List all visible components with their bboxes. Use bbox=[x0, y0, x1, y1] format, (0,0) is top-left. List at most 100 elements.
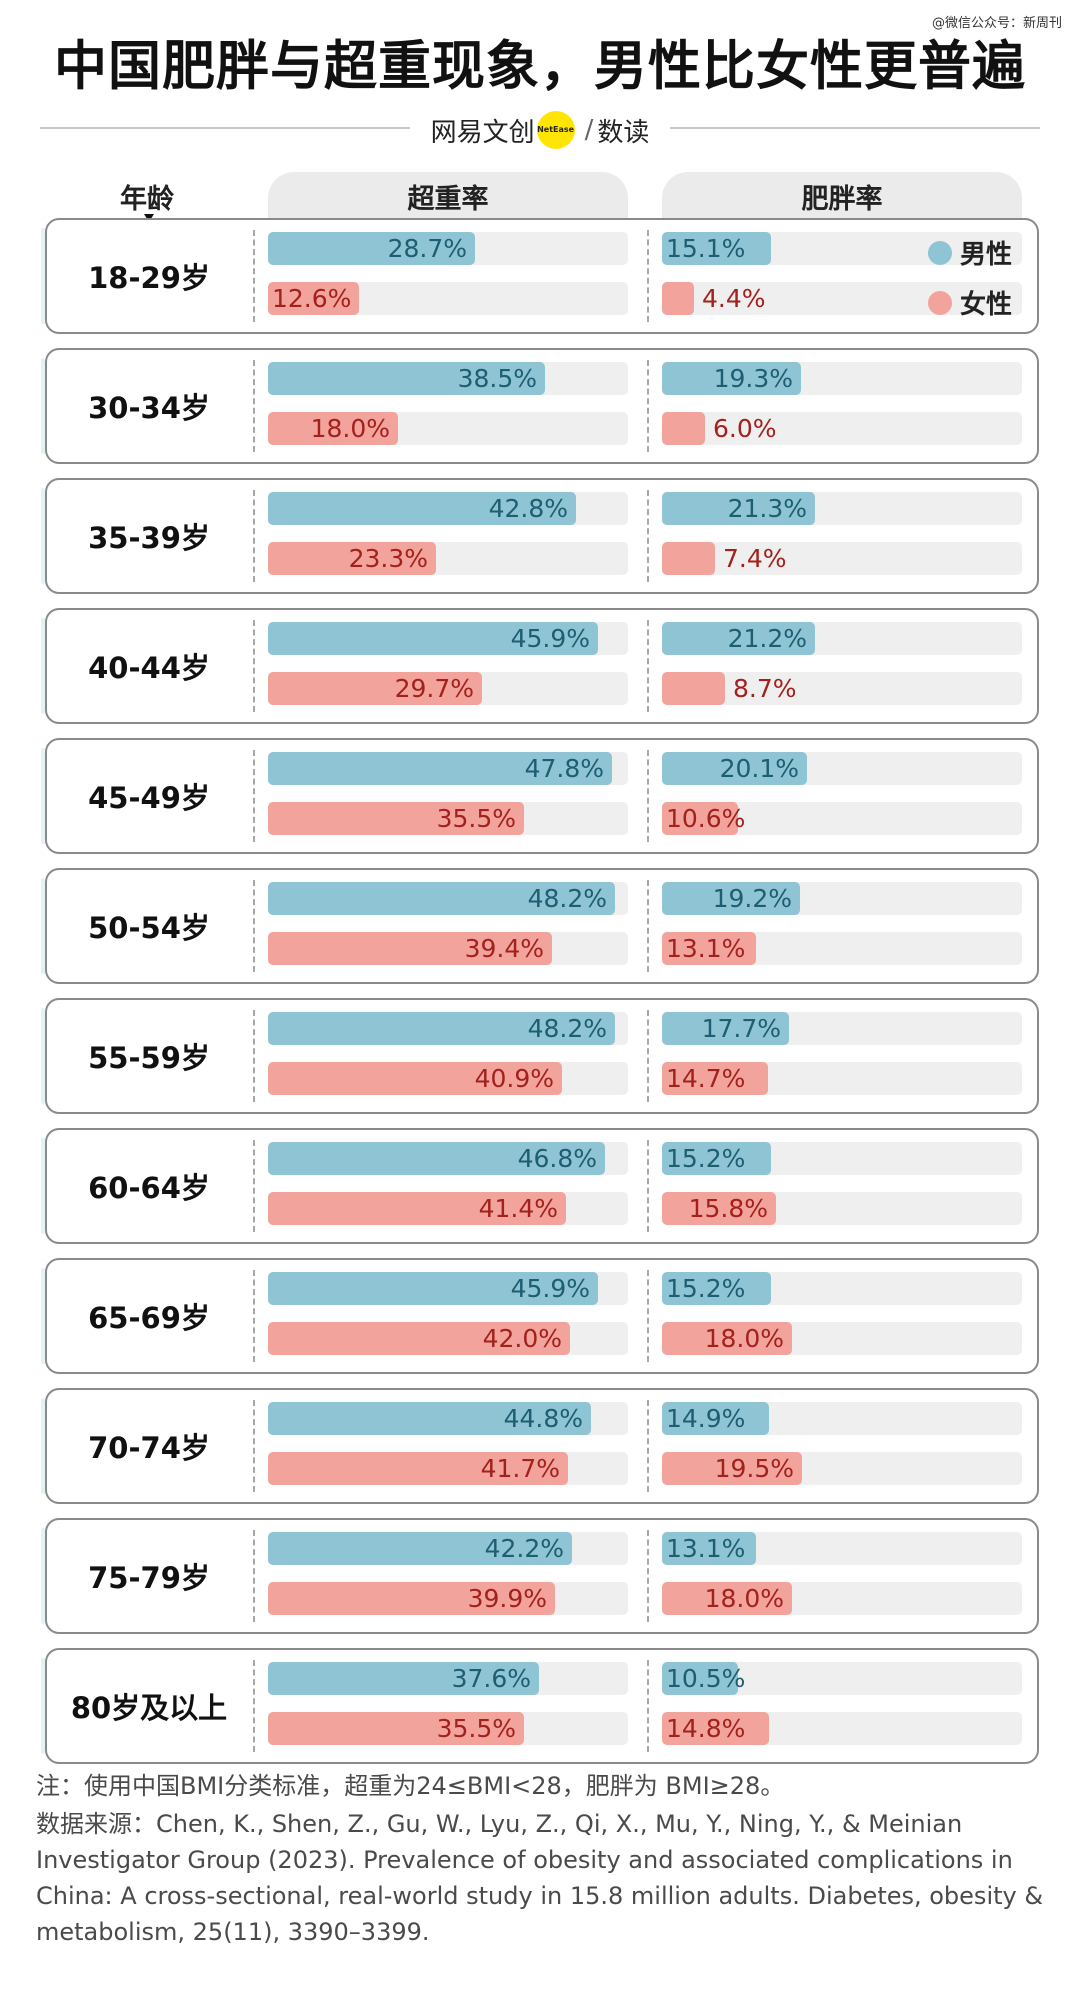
obesity-track: 6.0% bbox=[662, 412, 1022, 445]
obesity-track: 15.8% bbox=[662, 1192, 1022, 1225]
obesity-female-bar bbox=[662, 1062, 768, 1095]
legend-female: 女性 bbox=[928, 284, 1012, 321]
obesity-female-value-label: 8.7% bbox=[733, 674, 797, 703]
legend-male-dot-icon bbox=[928, 240, 952, 265]
brand-name: 网易文创 bbox=[430, 117, 535, 148]
obesity-male-bar bbox=[662, 1272, 771, 1305]
obesity-female-value-label: 14.7% bbox=[666, 1064, 746, 1093]
overweight-female-value-label: 42.0% bbox=[482, 1324, 562, 1353]
age-label: 55-59岁 bbox=[88, 1041, 210, 1075]
overweight-track: 42.0% bbox=[268, 1322, 628, 1355]
overweight-track: 23.3% bbox=[268, 542, 628, 575]
watermark: @微信公众号：新周刊 bbox=[931, 16, 1062, 31]
overweight-female-bar bbox=[268, 542, 436, 575]
overweight-track: 37.6% bbox=[268, 1662, 628, 1695]
dashed-divider bbox=[253, 490, 255, 582]
overweight-female-value-label: 35.5% bbox=[436, 1714, 516, 1743]
obesity-female-value-label: 7.4% bbox=[723, 544, 787, 573]
overweight-male-bar bbox=[268, 882, 615, 915]
dashed-divider bbox=[647, 1400, 649, 1492]
age-label: 80岁及以上 bbox=[70, 1691, 228, 1725]
overweight-male-value-label: 48.2% bbox=[527, 884, 607, 913]
age-label: 18-29岁 bbox=[88, 261, 210, 295]
dashed-divider bbox=[647, 1140, 649, 1232]
obesity-track: 8.7% bbox=[662, 672, 1022, 705]
dashed-divider bbox=[647, 1270, 649, 1362]
dashed-divider bbox=[647, 360, 649, 452]
obesity-male-value-label: 10.5% bbox=[666, 1664, 746, 1693]
dashed-divider bbox=[253, 1530, 255, 1622]
obesity-male-bar bbox=[662, 1532, 756, 1565]
obesity-track: 20.1% bbox=[662, 752, 1022, 785]
overweight-track: 48.2% bbox=[268, 1012, 628, 1045]
obesity-male-value-label: 21.2% bbox=[727, 624, 807, 653]
obesity-female-bar bbox=[662, 932, 756, 965]
obesity-male-value-label: 20.1% bbox=[719, 754, 799, 783]
overweight-male-bar bbox=[268, 492, 576, 525]
overweight-male-value-label: 48.2% bbox=[527, 1014, 607, 1043]
obesity-track: 15.1% bbox=[662, 232, 1022, 265]
brand-logo: 网易文创 NetEase / 数读 bbox=[420, 108, 660, 152]
overweight-male-bar bbox=[268, 1402, 591, 1435]
overweight-male-value-label: 44.8% bbox=[503, 1404, 583, 1433]
overweight-female-value-label: 41.4% bbox=[478, 1194, 558, 1223]
footer-source: 数据来源：Chen, K., Shen, Z., Gu, W., Lyu, Z.… bbox=[36, 1810, 1044, 1946]
obesity-female-value-label: 13.1% bbox=[666, 934, 746, 963]
overweight-track: 47.8% bbox=[268, 752, 628, 785]
overweight-track: 29.7% bbox=[268, 672, 628, 705]
obesity-female-bar bbox=[662, 672, 725, 705]
overweight-female-bar bbox=[268, 1322, 570, 1355]
age-label: 60-64岁 bbox=[88, 1171, 210, 1205]
obesity-male-value-label: 15.1% bbox=[666, 234, 746, 263]
obesity-track: 14.7% bbox=[662, 1062, 1022, 1095]
obesity-track: 18.0% bbox=[662, 1582, 1022, 1615]
obesity-track: 15.2% bbox=[662, 1272, 1022, 1305]
overweight-track: 41.7% bbox=[268, 1452, 628, 1485]
obesity-male-bar bbox=[662, 232, 771, 265]
dashed-divider bbox=[647, 620, 649, 712]
obesity-male-bar bbox=[662, 1142, 771, 1175]
overweight-female-value-label: 41.7% bbox=[480, 1454, 560, 1483]
age-label: 75-79岁 bbox=[88, 1561, 210, 1595]
obesity-male-bar bbox=[662, 1402, 769, 1435]
obesity-male-value-label: 21.3% bbox=[727, 494, 807, 523]
obesity-female-bar bbox=[662, 1452, 802, 1485]
brand-line-left bbox=[40, 127, 410, 129]
obesity-track: 15.2% bbox=[662, 1142, 1022, 1175]
overweight-male-value-label: 46.8% bbox=[517, 1144, 597, 1173]
obesity-female-value-label: 19.5% bbox=[714, 1454, 794, 1483]
header-obesity: 肥胖率 bbox=[662, 172, 1022, 220]
overweight-female-value-label: 40.9% bbox=[474, 1064, 554, 1093]
dashed-divider bbox=[647, 1530, 649, 1622]
obesity-track: 4.4% bbox=[662, 282, 1022, 315]
overweight-track: 45.9% bbox=[268, 1272, 628, 1305]
legend-female-dot-icon bbox=[928, 290, 952, 315]
overweight-female-value-label: 35.5% bbox=[436, 804, 516, 833]
overweight-male-value-label: 45.9% bbox=[510, 1274, 590, 1303]
overweight-male-bar bbox=[268, 232, 475, 265]
overweight-female-value-label: 18.0% bbox=[310, 414, 390, 443]
legend-male-label: 男性 bbox=[960, 240, 1013, 270]
chart-title: 中国肥胖与超重现象，男性比女性更普遍 bbox=[54, 36, 1026, 97]
obesity-track: 10.5% bbox=[662, 1662, 1022, 1695]
overweight-male-bar bbox=[268, 1142, 605, 1175]
overweight-female-value-label: 12.6% bbox=[272, 284, 352, 313]
obesity-female-bar bbox=[662, 542, 715, 575]
obesity-track: 14.8% bbox=[662, 1712, 1022, 1745]
obesity-male-bar bbox=[662, 362, 801, 395]
overweight-track: 41.4% bbox=[268, 1192, 628, 1225]
overweight-track: 39.9% bbox=[268, 1582, 628, 1615]
obesity-female-bar bbox=[662, 1582, 792, 1615]
dashed-divider bbox=[253, 1010, 255, 1102]
netease-logo-icon: NetEase bbox=[536, 111, 575, 149]
obesity-male-value-label: 15.2% bbox=[666, 1144, 746, 1173]
obesity-male-bar bbox=[662, 752, 807, 785]
age-label: 35-39岁 bbox=[88, 521, 210, 555]
overweight-female-bar bbox=[268, 1192, 566, 1225]
dashed-divider bbox=[647, 230, 649, 322]
overweight-track: 28.7% bbox=[268, 232, 628, 265]
overweight-track: 42.8% bbox=[268, 492, 628, 525]
obesity-male-bar bbox=[662, 492, 815, 525]
brand-column: 数读 bbox=[597, 117, 650, 148]
obesity-female-bar bbox=[662, 1192, 776, 1225]
